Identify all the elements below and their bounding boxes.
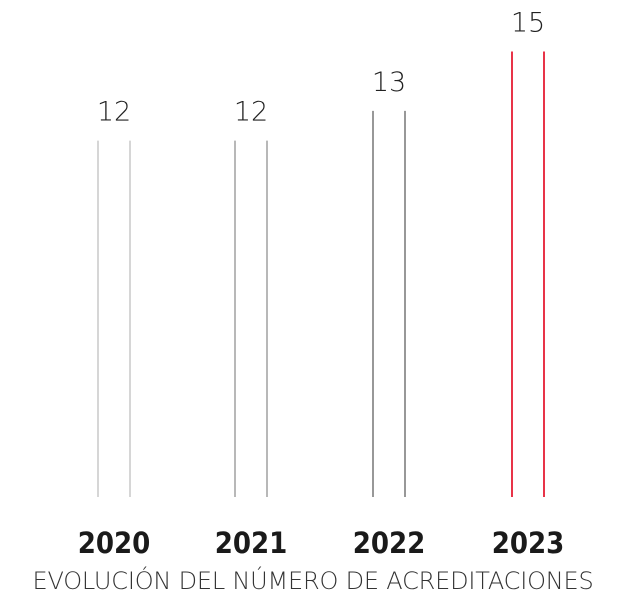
category-label-2021: 2021 (215, 526, 288, 560)
year-labels-group: 2020 2021 2022 2023 (78, 526, 565, 560)
category-label-2022: 2022 (353, 526, 426, 560)
data-label-2020: 12 (97, 97, 131, 128)
bar-2022 (372, 110, 406, 497)
bar-2023 (511, 51, 545, 497)
category-label-2020: 2020 (78, 526, 151, 560)
bars-group (97, 51, 545, 497)
data-label-2023: 15 (511, 8, 545, 39)
chart-caption: EVOLUCIÓN DEL NÚMERO DE ACREDITACIONES (32, 567, 594, 595)
bar-2021 (234, 140, 268, 497)
category-label-2023: 2023 (492, 526, 565, 560)
value-labels-group: 12 12 13 15 (97, 8, 545, 128)
bar-2020 (97, 140, 131, 497)
data-label-2021: 12 (234, 97, 268, 128)
data-label-2022: 13 (372, 67, 406, 98)
